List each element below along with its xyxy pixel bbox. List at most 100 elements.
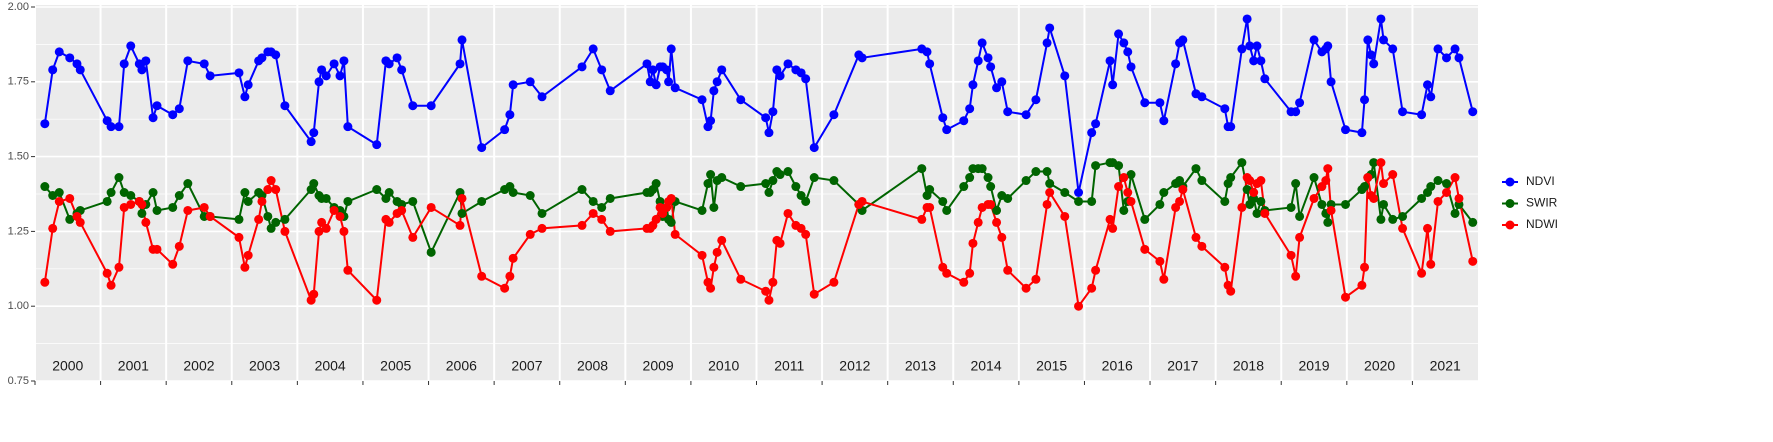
legend-key [1505,220,1515,230]
data-point [1309,35,1319,45]
data-point [1242,14,1252,24]
data-point [1197,176,1207,186]
data-point [986,62,996,72]
data-point [205,71,215,81]
data-point [384,217,394,227]
data-point [648,65,658,75]
data-point [764,188,774,198]
data-point [1087,283,1097,293]
data-point [65,53,75,63]
data-point [329,59,339,69]
data-point [1323,217,1333,227]
data-point [1450,44,1460,54]
data-point [801,196,811,206]
data-point [973,56,983,66]
x-tick-label: 2020 [1364,358,1395,374]
data-point [457,193,467,203]
data-point [1260,74,1270,84]
data-point [397,65,407,75]
data-point [1123,47,1133,57]
data-point [965,268,975,278]
data-point [1468,256,1478,266]
data-point [1341,125,1351,135]
data-point [384,59,394,69]
data-point [764,128,774,138]
data-point [977,38,987,48]
data-point [1114,161,1124,171]
legend-label: NDWI [1526,217,1558,231]
data-point [1178,35,1188,45]
data-point [1021,176,1031,186]
data-point [280,226,290,236]
data-point [992,83,1002,93]
data-point [314,77,324,87]
data-point [605,193,615,203]
data-point [1159,274,1169,284]
data-point [426,247,436,257]
data-point [141,56,151,66]
data-point [106,188,116,198]
data-point [168,202,178,212]
data-point [1417,268,1427,278]
data-point [1442,53,1452,63]
data-point [537,208,547,218]
axes: 0.75 1.00 1.25 1.50 1.75 2.00 2000 2001 2002 2003… [8,1,1461,387]
data-point [372,140,382,150]
data-point [106,280,116,290]
data-point [1291,271,1301,281]
data-point [183,179,193,189]
data-point [1454,193,1464,203]
data-point [1454,53,1464,63]
data-point [1123,188,1133,198]
data-point [1045,179,1055,189]
data-point [1468,217,1478,227]
data-point [1321,176,1331,186]
data-point [141,217,151,227]
y-tick-label: 2.00 [8,1,29,13]
data-point [1468,107,1478,117]
data-point [697,250,707,260]
data-point [959,277,969,287]
data-point [1442,179,1452,189]
data-point [605,226,615,236]
data-point [709,262,719,272]
data-point [1155,256,1165,266]
data-point [1114,29,1124,39]
data-point [1291,179,1301,189]
data-point [126,199,136,209]
data-point [1249,56,1259,66]
data-point [1226,286,1236,296]
data-point [775,238,785,248]
data-point [703,179,713,189]
data-point [1126,196,1136,206]
data-point [829,277,839,287]
data-point [1074,196,1084,206]
legend-key [1505,199,1515,208]
data-point [314,226,324,236]
data-point [1417,110,1427,120]
data-point [126,190,136,200]
data-point [455,59,465,69]
data-point [706,170,716,180]
data-point [75,65,85,75]
data-point [1191,164,1201,174]
x-tick-label: 2010 [708,358,739,374]
data-point [697,95,707,105]
data-point [1450,208,1460,218]
data-point [392,53,402,63]
data-point [1422,80,1432,90]
data-point [457,35,467,45]
grid [34,5,1478,382]
data-point [736,95,746,105]
y-tick-label: 1.50 [8,151,29,163]
data-point [783,59,793,69]
x-tick-label: 2013 [905,358,936,374]
data-point [54,188,64,198]
data-point [666,44,676,54]
data-point [1042,167,1052,177]
data-point [343,196,353,206]
data-point [271,185,281,195]
data-point [1159,188,1169,198]
data-point [938,113,948,123]
data-point [1045,188,1055,198]
